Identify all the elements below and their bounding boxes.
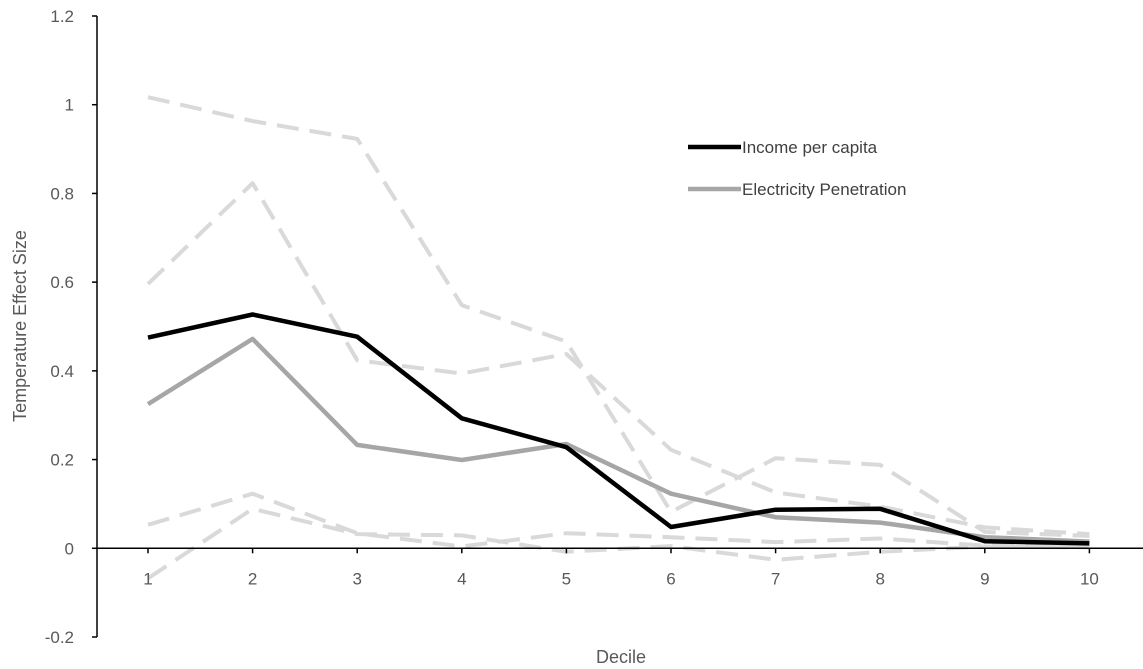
x-tick-label: 3 [352,569,361,588]
confidence-bands [146,95,1090,581]
x-tick-label: 2 [248,569,257,588]
x-tick-label: 9 [980,569,989,588]
y-tick-label: 0.6 [50,273,74,292]
legend-label-2: Electricity Penetration [742,180,906,199]
y-tick-label: -0.2 [45,628,74,647]
x-tick-label: 5 [562,569,571,588]
confidence-band-line-1 [147,95,1090,538]
legend-label-1: Income per capita [742,138,878,157]
x-tick-label: 8 [875,569,884,588]
y-tick-label: 0 [65,539,74,558]
confidence-band-line-3 [147,491,1090,549]
series-line-1 [147,312,1090,546]
series-line-2 [146,336,1090,544]
x-tick-label: 4 [457,569,466,588]
y-axis-title: Temperature Effect Size [10,230,30,422]
x-tick-label: 6 [666,569,675,588]
y-tick-label: 1 [65,96,74,115]
y-tick-label: 0.2 [50,451,74,470]
y-tick-label: 1.2 [50,7,74,26]
x-tick-label: 1 [143,569,152,588]
y-tick-label: 0.4 [50,362,74,381]
x-axis-title: Decile [596,647,646,667]
x-tick-label: 7 [771,569,780,588]
x-tick-label: 10 [1080,569,1099,588]
y-tick-label: 0.8 [50,184,74,203]
legend: Income per capita Electricity Penetration [688,138,906,199]
confidence-band-line-2 [146,181,1090,537]
series-lines [146,312,1090,546]
axes: 1.2 1 0.8 0.6 0.4 0.2 0 -0.2 1 2 3 4 5 6 7 8 9 10 [45,7,1143,647]
